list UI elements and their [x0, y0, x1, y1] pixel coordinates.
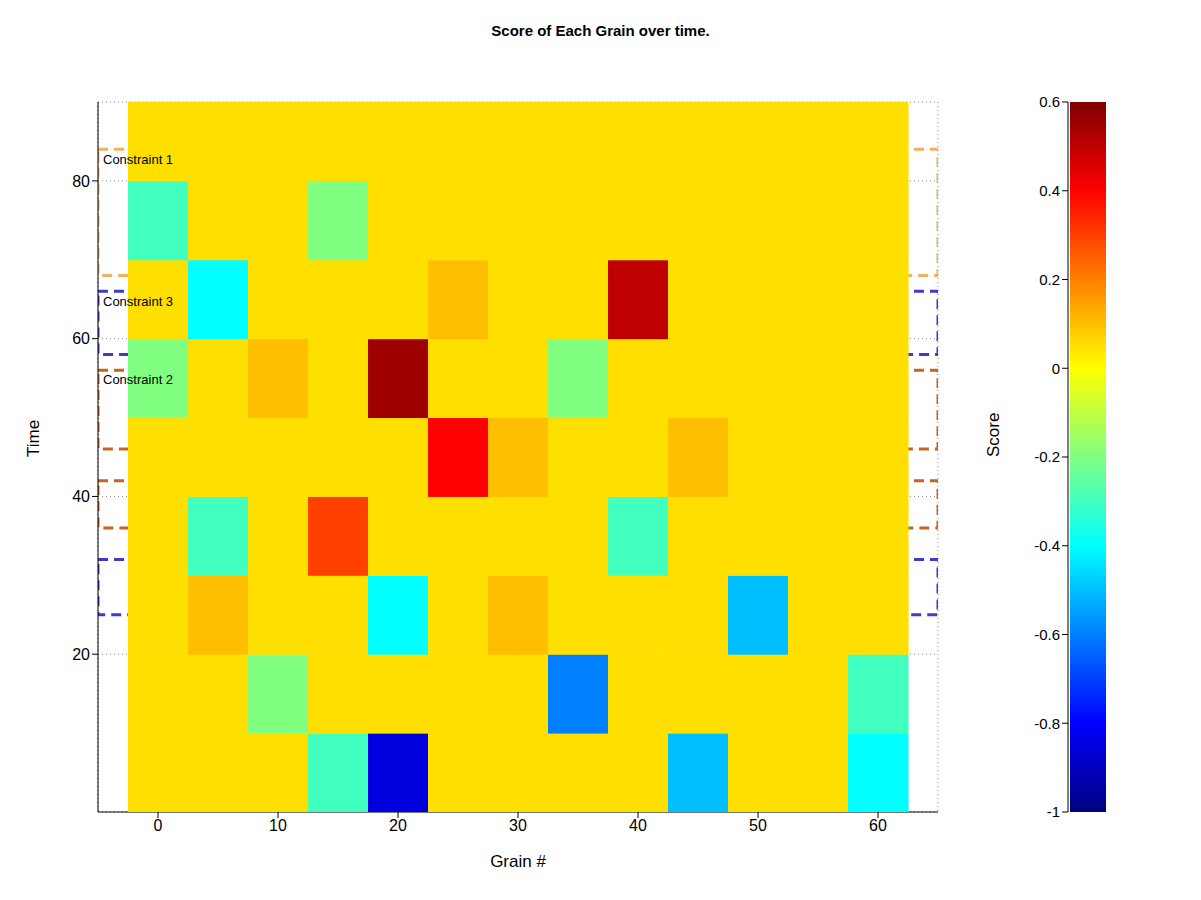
- svg-text:Constraint 1: Constraint 1: [103, 152, 173, 167]
- svg-text:Time: Time: [24, 420, 43, 457]
- svg-text:Grain #: Grain #: [490, 852, 546, 871]
- svg-text:0.4: 0.4: [1039, 182, 1060, 199]
- svg-text:-1: -1: [1047, 803, 1060, 820]
- svg-text:-0.2: -0.2: [1034, 448, 1060, 465]
- svg-text:0: 0: [1052, 360, 1060, 377]
- svg-text:20: 20: [72, 646, 90, 663]
- html-text:Score of Each Grain over time.: Score of Each Grain over time.: [491, 22, 710, 39]
- svg-text:10: 10: [269, 817, 287, 834]
- svg-text:60: 60: [869, 817, 887, 834]
- svg-text:Constraint 2: Constraint 2: [103, 372, 173, 387]
- svg-text:-0.6: -0.6: [1034, 626, 1060, 643]
- svg-text:80: 80: [72, 173, 90, 190]
- svg-text:-0.8: -0.8: [1034, 715, 1060, 732]
- svg-text:0.2: 0.2: [1039, 271, 1060, 288]
- svg-text:30: 30: [509, 817, 527, 834]
- svg-text:40: 40: [629, 817, 647, 834]
- svg-text:50: 50: [749, 817, 767, 834]
- svg-text:Score: Score: [984, 413, 1003, 457]
- svg-text:20: 20: [389, 817, 407, 834]
- svg-text:0.6: 0.6: [1039, 93, 1060, 110]
- svg-text:-0.4: -0.4: [1034, 537, 1060, 554]
- svg-text:0: 0: [154, 817, 163, 834]
- svg-text:60: 60: [72, 330, 90, 347]
- svg-text:Constraint 3: Constraint 3: [103, 294, 173, 309]
- svg-text:40: 40: [72, 488, 90, 505]
